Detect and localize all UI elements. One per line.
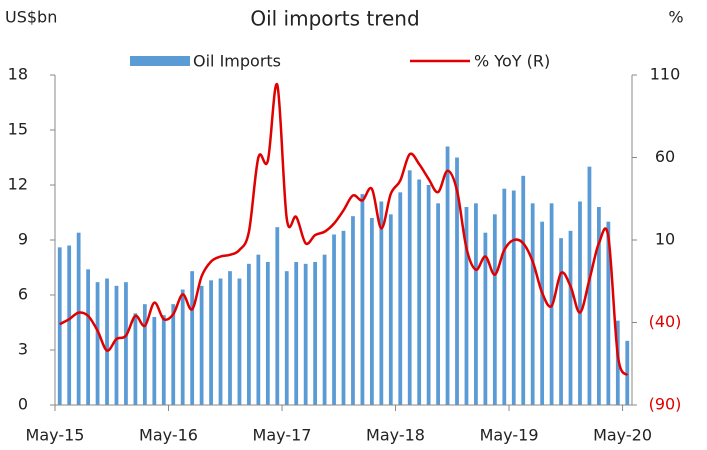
bar xyxy=(190,271,195,405)
bar xyxy=(180,289,185,405)
bar xyxy=(209,280,213,405)
bar xyxy=(161,315,166,405)
bar xyxy=(455,157,459,405)
x-tick-label: May-15 xyxy=(26,426,85,445)
bar xyxy=(436,203,440,405)
x-tick-label: May-20 xyxy=(593,426,652,445)
bar xyxy=(511,190,516,405)
bar xyxy=(426,185,431,405)
y-axis-label: US$bn xyxy=(5,8,57,27)
y2-tick-label: 60 xyxy=(655,147,675,166)
bar xyxy=(256,254,261,405)
bar xyxy=(474,203,478,405)
y-tick-label: 12 xyxy=(8,175,28,194)
bar xyxy=(218,278,223,405)
bar xyxy=(284,271,289,405)
x-tick-label: May-18 xyxy=(366,426,425,445)
bar xyxy=(133,313,138,405)
y-tick-label: 3 xyxy=(18,340,28,359)
y2-tick-label: 110 xyxy=(650,65,681,84)
bar xyxy=(417,179,422,405)
bar xyxy=(303,263,308,405)
bar xyxy=(265,262,270,405)
bar xyxy=(294,262,299,405)
bar xyxy=(124,282,128,405)
y-tick-label: 0 xyxy=(18,395,28,414)
bar xyxy=(559,238,563,405)
bar xyxy=(105,278,109,405)
y-tick-label: 6 xyxy=(18,285,28,304)
bar xyxy=(341,230,346,405)
bar xyxy=(388,214,393,405)
bar xyxy=(379,201,384,405)
bar xyxy=(521,175,526,405)
y-tick-label: 18 xyxy=(8,65,28,84)
chart-title: Oil imports trend xyxy=(250,7,419,31)
bar xyxy=(228,271,232,405)
bar xyxy=(247,263,251,405)
y-tick-label: 15 xyxy=(8,120,28,139)
bar xyxy=(95,282,100,405)
bar xyxy=(483,232,488,405)
bar xyxy=(445,146,450,405)
bar xyxy=(57,247,62,405)
bar xyxy=(171,304,176,405)
y2-axis-label: % xyxy=(668,8,683,27)
legend-label: Oil Imports xyxy=(193,52,281,71)
bar xyxy=(464,207,469,405)
bar xyxy=(597,207,601,405)
bar xyxy=(67,245,72,405)
bar xyxy=(398,192,403,405)
legend-swatch xyxy=(130,56,190,66)
line xyxy=(59,83,629,377)
y2-tick-label: (40) xyxy=(649,312,682,331)
bar xyxy=(606,221,611,405)
bar xyxy=(313,262,318,405)
bar xyxy=(540,221,545,405)
bar xyxy=(530,203,535,405)
y2-tick-label: (90) xyxy=(649,395,682,414)
bar xyxy=(76,232,81,405)
bar xyxy=(199,285,204,405)
bar xyxy=(275,227,280,405)
bar xyxy=(578,201,582,405)
bar xyxy=(152,317,157,405)
bar xyxy=(86,269,90,405)
bar xyxy=(332,234,336,405)
bar xyxy=(492,214,497,405)
x-tick-label: May-19 xyxy=(480,426,539,445)
y-tick-label: 9 xyxy=(18,230,28,249)
bar xyxy=(114,285,119,405)
bar xyxy=(407,170,412,405)
bar xyxy=(369,218,374,405)
bar xyxy=(351,216,355,405)
bar xyxy=(568,230,573,405)
legend-label: % YoY (R) xyxy=(474,52,550,71)
bar xyxy=(237,278,242,405)
bar xyxy=(502,188,507,405)
bar xyxy=(625,340,630,405)
x-tick-label: May-17 xyxy=(253,426,312,445)
bar xyxy=(360,194,365,405)
bar xyxy=(322,254,327,405)
bar xyxy=(587,166,592,405)
y2-tick-label: 10 xyxy=(655,230,675,249)
bar xyxy=(142,304,147,405)
x-tick-label: May-16 xyxy=(139,426,198,445)
